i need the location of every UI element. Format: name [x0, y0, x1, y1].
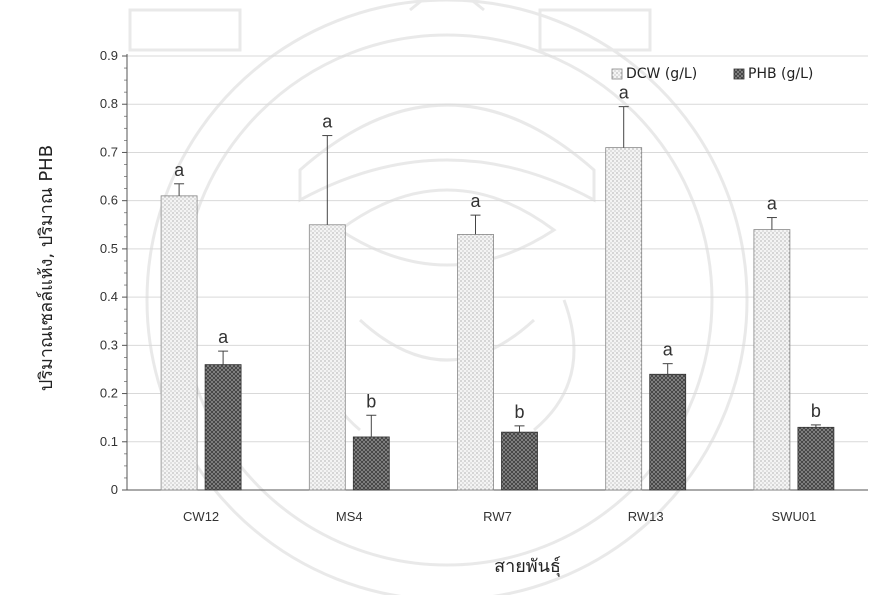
y-tick-label: 0.7 [100, 144, 118, 159]
y-tick-label: 0.9 [100, 48, 118, 63]
legend-label: DCW (g/L) [626, 66, 697, 82]
y-tick-label: 0.3 [100, 337, 118, 352]
significance-label: a [470, 191, 481, 211]
significance-label: a [174, 160, 185, 180]
bar-phb [352, 436, 390, 491]
y-tick-label: 0.5 [100, 241, 118, 256]
significance-label: b [811, 401, 821, 421]
bar-dcw [160, 195, 198, 491]
significance-label: a [218, 327, 229, 347]
bar-phb [797, 426, 835, 491]
legend-label: PHB (g/L) [748, 66, 813, 82]
legend-swatch [733, 68, 745, 80]
significance-label: a [619, 83, 630, 103]
y-tick-label: 0.4 [100, 289, 118, 304]
x-tick-label: CW12 [183, 509, 219, 524]
significance-label: b [514, 402, 524, 422]
legend: DCW (g/L) PHB (g/L) [611, 66, 813, 82]
bar-phb [501, 431, 538, 491]
y-axis-title: ปริมาณเซลล์แห้ง, ปริมาณ PHB [36, 145, 57, 391]
y-tick-label: 0.6 [100, 193, 118, 208]
significance-label: b [366, 391, 376, 411]
y-tick-label: 0.2 [100, 386, 118, 401]
y-tick-label: 0.8 [100, 96, 118, 111]
y-tick-label: 0.1 [100, 434, 118, 449]
axes: 0 0.1 0.2 0.3 0.4 0.5 0.6 0.7 0.8 0.9 CW12 MS4 RW7 RW… [100, 48, 868, 524]
bar-dcw [753, 229, 791, 491]
bar-dcw [308, 224, 346, 491]
bars: a a a b a b a a a b [160, 83, 835, 491]
x-tick-label: MS4 [336, 509, 363, 524]
bar-dcw [457, 234, 494, 491]
bar-dcw [605, 147, 643, 491]
x-axis-title: สายพันธุ์ [494, 556, 561, 577]
x-tick-label: RW7 [483, 509, 512, 524]
gridlines [127, 55, 868, 443]
x-tick-label: SWU01 [772, 509, 817, 524]
significance-label: a [767, 194, 778, 214]
bar-phb [649, 373, 687, 491]
significance-label: a [663, 340, 674, 360]
bar-phb [204, 364, 242, 491]
significance-label: a [322, 112, 333, 132]
y-tick-label: 0 [111, 482, 118, 497]
legend-swatch [611, 68, 623, 80]
x-tick-label: RW13 [628, 509, 664, 524]
